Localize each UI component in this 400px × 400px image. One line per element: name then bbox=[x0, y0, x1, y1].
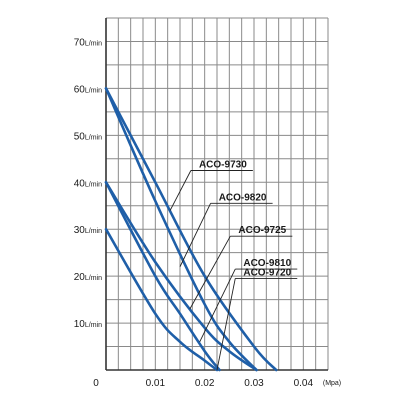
y-tick-label: 70L/min bbox=[74, 37, 102, 48]
pointer-line-aco-9810 bbox=[199, 268, 236, 343]
x-tick-label: 0.02 bbox=[195, 378, 215, 389]
series-line-aco-9810 bbox=[104, 181, 221, 372]
series-label-aco-9725: ACO-9725 bbox=[238, 225, 286, 236]
y-tick-label: 30L/min bbox=[74, 225, 102, 236]
label-pointers bbox=[169, 170, 298, 371]
x-tick-label: 0.01 bbox=[146, 378, 166, 389]
series-line-aco-9820 bbox=[104, 87, 258, 372]
x-tick-label: 0.04 bbox=[294, 378, 314, 389]
pointer-line-aco-9820 bbox=[179, 203, 212, 267]
y-tick-label: 20L/min bbox=[74, 272, 102, 283]
series-label-aco-9820: ACO-9820 bbox=[219, 192, 267, 203]
series-line-aco-9730 bbox=[104, 87, 278, 372]
series-lines bbox=[104, 87, 278, 372]
grid bbox=[105, 17, 329, 371]
series-label-aco-9730: ACO-9730 bbox=[199, 159, 247, 170]
pointer-line-aco-9730 bbox=[169, 170, 192, 211]
series-label-aco-9720: ACO-9720 bbox=[243, 267, 291, 278]
series-line-aco-9725 bbox=[104, 181, 258, 372]
y-tick-label: 60L/min bbox=[74, 84, 102, 95]
pointer-line-aco-9720 bbox=[216, 278, 236, 371]
series-label-aco-9810: ACO-9810 bbox=[243, 258, 291, 269]
x-tick-label: 0 bbox=[93, 378, 99, 389]
y-tick-label: 10L/min bbox=[74, 319, 102, 330]
y-tick-label: 50L/min bbox=[74, 131, 102, 142]
tick-labels: 10L/min 20L/min 30L/min 40L/min 50L/min 60L/m… bbox=[74, 37, 341, 389]
y-tick-label: 40L/min bbox=[74, 178, 102, 189]
x-axis-unit-label: (Mpa) bbox=[323, 380, 341, 387]
pointer-line-aco-9725 bbox=[189, 235, 231, 310]
series-line-aco-9720 bbox=[104, 227, 219, 372]
x-tick-label: 0.03 bbox=[244, 378, 264, 389]
